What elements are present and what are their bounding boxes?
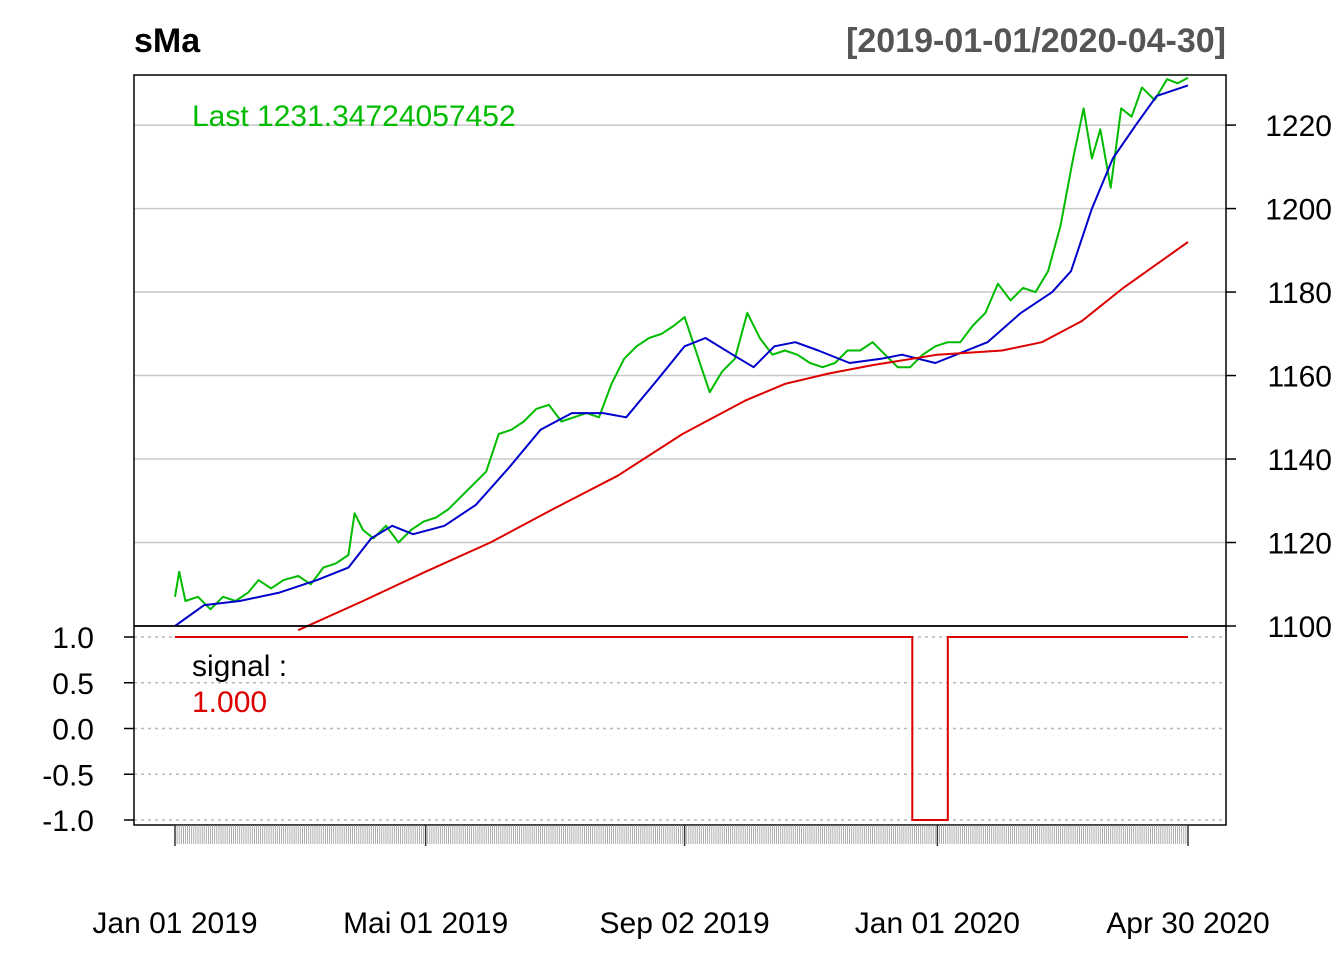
price-y-tick-label: 1180 [1267,277,1332,310]
x-tick-label: Apr 30 2020 [1106,907,1269,940]
signal-y-axis: 1.0 0.5 0.0 -0.5 -1.0 [42,622,134,838]
last-value-label: Last 1231.34724057452 [192,100,516,133]
chart-title: sMa [134,22,201,60]
x-tick-label: Jan 01 2019 [92,907,257,940]
signal-grid [134,636,1226,821]
x-tick-label: Jan 01 2020 [855,907,1020,940]
x-axis: Jan 01 2019 Mai 01 2019 Sep 02 2019 Jan 01 … [92,825,1270,940]
series-line-price [174,76,1189,611]
price-grid [134,124,1226,627]
signal-y-tick-label: -1.0 [42,805,94,838]
signal-y-tick-label: 0.0 [52,714,94,747]
x-axis-minor-ticks [174,825,1189,844]
price-y-tick-label: 1120 [1267,528,1332,561]
signal-panel-frame [133,625,1227,826]
price-y-axis: 1100 1120 1140 1160 1180 1200 1220 [1226,110,1332,644]
signal-legend-value: 1.000 [192,686,267,719]
price-series-group [174,76,1189,632]
x-tick-label: Sep 02 2019 [600,907,770,940]
series-line-ma_short [174,84,1189,627]
signal-y-tick-label: 0.5 [52,668,94,701]
price-y-tick-label: 1100 [1267,611,1332,644]
signal-legend-title: signal : [192,650,287,683]
series-line-signal [175,636,1188,821]
signal-y-tick-label: -0.5 [42,759,94,792]
series-line-ma_long [297,241,1189,632]
price-y-tick-label: 1220 [1265,110,1332,143]
price-y-tick-label: 1160 [1267,361,1332,394]
date-range-label: [2019-01-01/2020-04-30] [846,22,1226,60]
price-y-tick-label: 1140 [1267,444,1332,477]
x-tick-label: Mai 01 2019 [343,907,508,940]
signal-series-group [175,636,1188,821]
price-y-tick-label: 1200 [1265,194,1332,227]
signal-y-tick-label: 1.0 [52,622,94,655]
